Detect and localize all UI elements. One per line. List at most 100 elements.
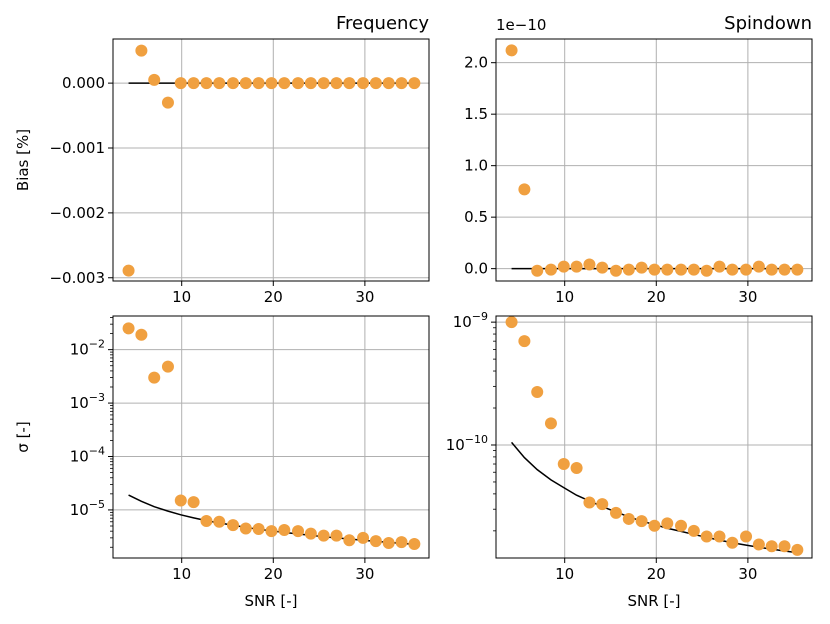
x-axis-label: SNR [-] xyxy=(244,592,297,610)
y-tick-label: 0.000 xyxy=(62,74,105,92)
x-tick-label: 20 xyxy=(264,288,283,306)
data-point xyxy=(765,263,778,276)
data-point xyxy=(226,77,239,90)
data-point xyxy=(278,77,291,90)
data-point xyxy=(187,496,200,509)
data-point xyxy=(778,540,791,553)
y-tick-label: 1.0 xyxy=(464,157,488,175)
data-point xyxy=(135,328,148,341)
data-point xyxy=(635,515,648,528)
panel-2: 10 20 30 0.0 0.5 1.0 1.5 2.0 Spindown 1e−10 xyxy=(464,13,813,306)
data-point xyxy=(765,540,778,553)
y-tick-label: 10−4 xyxy=(70,444,105,465)
data-point xyxy=(122,322,135,335)
data-point xyxy=(675,263,688,276)
data-point xyxy=(200,515,213,528)
data-point xyxy=(726,263,739,276)
data-point xyxy=(369,77,382,90)
data-point xyxy=(583,496,596,509)
data-point xyxy=(330,529,343,542)
data-point xyxy=(343,77,356,90)
data-point xyxy=(596,261,609,274)
data-point xyxy=(700,264,713,277)
data-point xyxy=(531,385,544,398)
x-tick-label: 30 xyxy=(738,565,757,583)
data-point xyxy=(213,77,226,90)
data-point xyxy=(382,77,395,90)
x-tick-label: 20 xyxy=(647,288,666,306)
data-point xyxy=(518,335,531,348)
y-tick-label: 1.5 xyxy=(464,105,488,123)
data-point xyxy=(122,264,135,277)
x-axis-label: SNR [-] xyxy=(627,592,680,610)
data-point xyxy=(752,538,765,551)
data-point xyxy=(226,519,239,532)
y-tick-label: 10−5 xyxy=(70,498,105,519)
axes-frame xyxy=(112,38,430,282)
x-tick-label: 10 xyxy=(172,565,191,583)
data-point xyxy=(570,461,583,474)
data-point xyxy=(661,263,674,276)
y-tick-label: 2.0 xyxy=(464,54,488,72)
data-point xyxy=(161,360,174,373)
data-point xyxy=(583,258,596,271)
data-point xyxy=(292,525,305,538)
data-point xyxy=(740,530,753,543)
data-point xyxy=(252,522,265,535)
data-point xyxy=(622,512,635,525)
data-point xyxy=(740,263,753,276)
data-point xyxy=(557,458,570,471)
data-point xyxy=(687,263,700,276)
offset-text: 1e−10 xyxy=(496,16,546,34)
data-point xyxy=(148,371,161,384)
data-point xyxy=(648,519,661,532)
data-point xyxy=(292,77,305,90)
data-point xyxy=(622,263,635,276)
data-point xyxy=(239,522,252,535)
y-tick-label: 0.5 xyxy=(464,208,488,226)
data-point xyxy=(187,77,200,90)
data-point xyxy=(609,506,622,519)
panel-title: Frequency xyxy=(336,13,429,34)
data-point xyxy=(531,264,544,277)
data-point xyxy=(505,316,518,329)
data-point xyxy=(317,529,330,542)
data-point xyxy=(395,77,408,90)
data-point xyxy=(213,515,226,528)
y-tick-label: 10−10 xyxy=(446,433,488,454)
data-point xyxy=(174,494,187,507)
data-point xyxy=(713,530,726,543)
y-tick-label: 10−3 xyxy=(70,391,105,412)
panel-3: 10 20 30 10−2 10−3 10−4 10−5 SNR [-] σ [-] xyxy=(14,315,430,610)
panel-4: 10 20 30 10−9 10−10 SNR [-] xyxy=(446,310,813,610)
data-point xyxy=(675,519,688,532)
y-tick-label: 10−2 xyxy=(70,338,105,359)
data-point xyxy=(200,77,213,90)
x-tick-label: 30 xyxy=(355,288,374,306)
data-point xyxy=(557,260,570,273)
y-tick-label: −0.002 xyxy=(49,204,105,222)
data-point xyxy=(135,44,148,57)
y-tick-label: −0.003 xyxy=(49,269,105,287)
data-point xyxy=(635,261,648,274)
data-point xyxy=(609,264,622,277)
x-tick-label: 20 xyxy=(264,565,283,583)
data-point xyxy=(726,536,739,549)
data-point xyxy=(304,527,317,540)
y-tick-label: 0.0 xyxy=(464,260,488,278)
y-axis-label: σ [-] xyxy=(14,421,32,452)
data-point xyxy=(544,263,557,276)
x-tick-label: 30 xyxy=(738,288,757,306)
data-point xyxy=(752,260,765,273)
data-point xyxy=(252,77,265,90)
data-point xyxy=(687,524,700,537)
data-point xyxy=(239,77,252,90)
data-point xyxy=(596,498,609,511)
axes-frame xyxy=(112,315,430,559)
data-point xyxy=(570,260,583,273)
data-point xyxy=(278,524,291,537)
data-point xyxy=(343,534,356,547)
y-axis-label: Bias [%] xyxy=(14,129,32,191)
axes-frame xyxy=(495,38,813,282)
